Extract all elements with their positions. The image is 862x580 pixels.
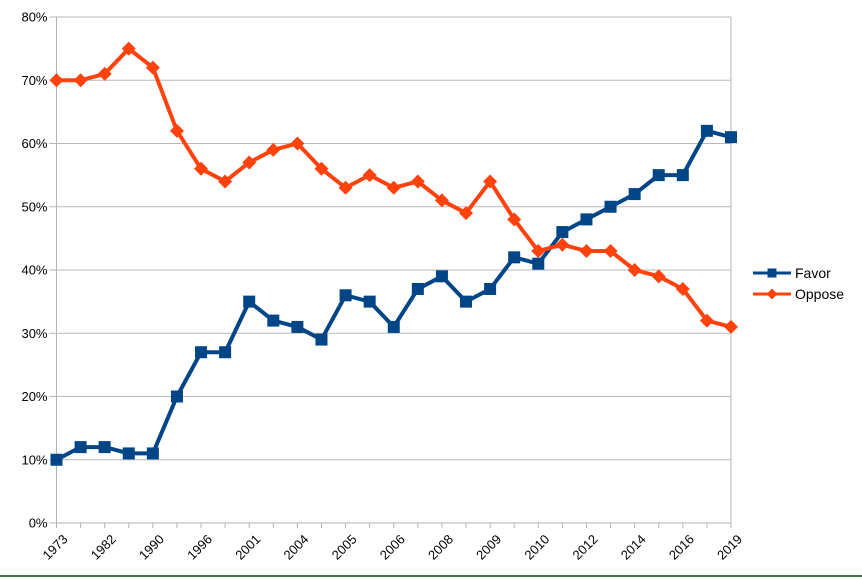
y-axis-label: 50% [21,199,47,214]
x-axis-label: 2001 [232,532,263,563]
favor-marker [725,131,737,144]
oppose-marker [290,136,305,151]
oppose-marker [194,161,209,176]
legend-item-favor: Favor [752,266,844,280]
oppose-marker [338,180,353,195]
x-axis-label: 2008 [425,532,456,563]
favor-marker [387,320,400,333]
favor-line [55,128,732,462]
favor-marker [435,270,448,283]
y-axis-label: 40% [21,263,47,278]
oppose-marker [266,142,281,157]
favor-marker [146,447,159,460]
x-axis-label: 2019 [714,532,745,563]
y-axis-label: 60% [21,136,47,151]
oppose-marker [603,244,618,259]
oppose-marker [434,193,449,208]
x-axis-label: 1996 [184,532,215,563]
favor-marker [628,188,641,201]
x-axis-label: 2009 [473,532,504,563]
x-axis-label: 2016 [666,532,697,563]
x-axis-label: 1982 [88,532,119,563]
oppose-marker [242,155,257,170]
y-axis-label: 70% [21,73,47,88]
favor-marker [50,453,63,466]
favor-marker [291,320,304,333]
x-axis-label: 2004 [280,532,311,563]
oppose-marker [410,174,425,189]
favor-marker [122,447,135,460]
oppose-marker [218,174,233,189]
oppose-marker [579,244,594,259]
favor-marker [700,124,713,137]
chart-legend: Favor Oppose [752,266,844,301]
oppose-legend-sample-icon [753,288,791,300]
y-axis-label: 80% [21,10,47,25]
favor-marker [484,282,497,295]
oppose-marker [121,41,136,56]
oppose-marker [699,313,714,328]
x-axis-label: 2012 [570,532,601,563]
x-axis-label: 2005 [329,532,360,563]
legend-label-oppose: Oppose [795,286,845,302]
favor-marker [243,295,256,308]
x-axis-label: 2006 [377,532,408,563]
favor-marker [604,200,617,213]
x-axis-label: 2014 [618,532,649,563]
favor-marker [363,295,376,308]
favor-marker [532,257,545,270]
favor-marker [652,169,665,182]
oppose-marker [97,66,112,81]
favor-marker [98,441,111,454]
y-axis-label: 10% [21,452,47,467]
legend-item-oppose: Oppose [752,287,844,301]
oppose-marker [314,161,329,176]
series-favor [50,124,737,466]
oppose-legend-marker [766,288,778,300]
y-axis-label: 20% [21,389,47,404]
favor-marker [267,314,280,327]
oppose-marker [724,319,738,334]
x-axis-label: 1990 [136,532,167,563]
oppose-marker [507,212,522,227]
favor-marker [74,441,87,454]
window-edge-line [0,575,862,577]
favor-marker [219,346,232,359]
x-axis-label: 2010 [521,532,552,563]
oppose-marker [362,168,377,183]
oppose-marker [49,73,64,88]
oppose-marker [651,269,666,284]
legend-label-favor: Favor [795,265,831,281]
series-oppose [49,41,738,334]
favor-marker [460,295,473,308]
oppose-marker [145,60,160,75]
oppose-marker [459,206,474,221]
oppose-marker [555,237,570,252]
favor-marker [339,289,352,302]
favor-marker [508,251,521,264]
oppose-marker [675,281,690,296]
favor-marker [315,333,328,346]
favor-marker [195,346,208,359]
oppose-marker [169,123,184,138]
oppose-marker [386,180,401,195]
oppose-marker [531,244,546,259]
oppose-marker [627,263,642,277]
favor-marker [580,213,593,226]
oppose-marker [73,73,88,88]
favor-marker [676,169,689,182]
favor-legend-marker [767,268,777,278]
favor-marker [411,282,424,295]
oppose-marker [483,174,498,189]
favor-marker [170,390,183,403]
y-axis-label: 0% [29,516,48,531]
y-axis-label: 30% [21,326,47,341]
favor-marker [556,226,569,239]
favor-legend-sample-icon [753,268,791,278]
x-axis-label: 1973 [40,532,71,563]
